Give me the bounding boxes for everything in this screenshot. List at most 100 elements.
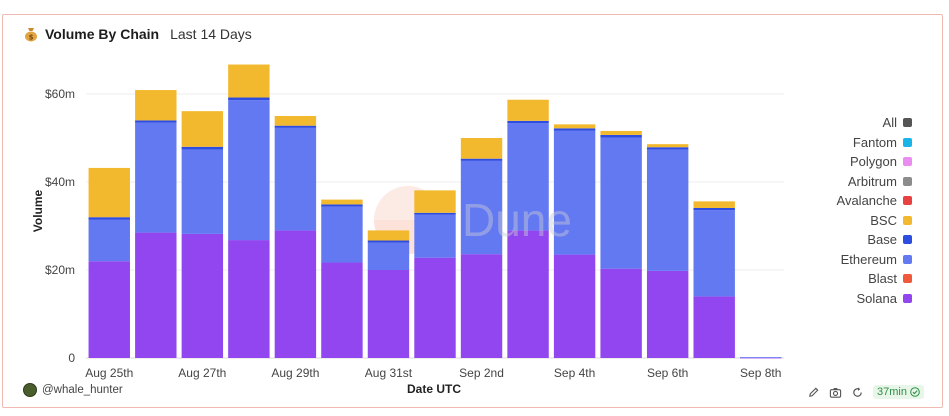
- bar-segment-bsc[interactable]: [460, 138, 503, 159]
- bar-segment-ethereum[interactable]: [740, 357, 782, 358]
- legend-item-ethereum[interactable]: Ethereum: [837, 250, 912, 270]
- legend-swatch: [903, 176, 912, 186]
- bar-segment-base[interactable]: [274, 125, 317, 128]
- bar-segment-ethereum[interactable]: [507, 123, 549, 231]
- bar-segment-bsc[interactable]: [88, 167, 130, 218]
- bar-stack[interactable]: [460, 138, 503, 358]
- bar-stack[interactable]: [181, 111, 224, 358]
- bar-segment-base[interactable]: [367, 240, 410, 243]
- bar-segment-ethereum[interactable]: [88, 219, 130, 262]
- bar-segment-bsc[interactable]: [693, 201, 735, 208]
- legend-label: Blast: [868, 271, 897, 287]
- legend-swatch: [903, 215, 912, 225]
- bar-segment-ethereum[interactable]: [228, 100, 270, 241]
- bar-segment-base[interactable]: [181, 146, 224, 150]
- legend-swatch: [903, 293, 912, 303]
- bar-segment-solana[interactable]: [553, 254, 596, 358]
- bar-stack[interactable]: [740, 357, 782, 359]
- bar-stack[interactable]: [228, 64, 270, 358]
- bar-segment-bsc[interactable]: [135, 90, 177, 121]
- bar-segment-solana[interactable]: [321, 262, 363, 358]
- legend-item-blast[interactable]: Blast: [837, 269, 912, 289]
- bar-segment-solana[interactable]: [181, 233, 224, 358]
- legend-item-bsc[interactable]: BSC: [837, 211, 912, 231]
- bar-segment-base[interactable]: [135, 120, 177, 123]
- bar-segment-solana[interactable]: [646, 270, 689, 358]
- bar-segment-base[interactable]: [321, 204, 363, 207]
- bar-segment-base[interactable]: [646, 147, 689, 150]
- bar-segment-solana[interactable]: [507, 230, 549, 358]
- bar-segment-bsc[interactable]: [414, 190, 456, 213]
- legend-item-base[interactable]: Base: [837, 230, 912, 250]
- bar-stack[interactable]: [553, 124, 596, 358]
- bar-segment-solana[interactable]: [414, 257, 456, 358]
- bar-stack[interactable]: [367, 230, 410, 358]
- bar-segment-ethereum[interactable]: [321, 206, 363, 263]
- bar-segment-solana[interactable]: [693, 296, 735, 358]
- bar-segment-ethereum[interactable]: [460, 160, 503, 255]
- bar-segment-ethereum[interactable]: [553, 130, 596, 255]
- bar-segment-bsc[interactable]: [600, 130, 642, 135]
- legend-item-all[interactable]: All: [837, 113, 912, 133]
- refresh-status-badge[interactable]: 37min: [873, 385, 924, 399]
- legend-label: Arbitrum: [847, 173, 897, 189]
- bar-stack[interactable]: [414, 190, 456, 358]
- bar-stack[interactable]: [135, 90, 177, 358]
- bar-segment-base[interactable]: [507, 120, 549, 124]
- author-badge[interactable]: @whale_hunter: [23, 383, 123, 397]
- bar-segment-solana[interactable]: [367, 270, 410, 358]
- bar-stack[interactable]: [274, 116, 317, 358]
- bar-segment-base[interactable]: [553, 128, 596, 131]
- bar-segment-solana[interactable]: [135, 232, 177, 358]
- bar-stack[interactable]: [507, 99, 549, 358]
- x-tick-label: Aug 29th: [271, 366, 319, 380]
- bar-stack[interactable]: [646, 144, 689, 358]
- legend-item-polygon[interactable]: Polygon: [837, 152, 912, 172]
- camera-icon[interactable]: [829, 386, 842, 399]
- bar-segment-bsc[interactable]: [507, 99, 549, 121]
- bar-segment-ethereum[interactable]: [274, 127, 317, 231]
- bar-segment-bsc[interactable]: [553, 124, 596, 129]
- bar-segment-solana[interactable]: [88, 261, 130, 358]
- bar-segment-solana[interactable]: [600, 268, 642, 358]
- edit-icon[interactable]: [807, 386, 820, 399]
- x-tick-label: Aug 27th: [178, 366, 226, 380]
- bar-segment-bsc[interactable]: [367, 230, 410, 241]
- bar-segment-ethereum[interactable]: [181, 149, 224, 234]
- bar-segment-ethereum[interactable]: [600, 137, 642, 269]
- y-axis-label: Volume: [31, 189, 45, 232]
- bar-stack[interactable]: [88, 167, 130, 358]
- legend-item-solana[interactable]: Solana: [837, 289, 912, 309]
- bar-segment-bsc[interactable]: [274, 116, 317, 126]
- avatar: [23, 383, 37, 397]
- bar-segment-base[interactable]: [693, 207, 735, 211]
- bar-segment-ethereum[interactable]: [646, 149, 689, 271]
- bar-segment-bsc[interactable]: [646, 144, 689, 148]
- legend-item-avalanche[interactable]: Avalanche: [837, 191, 912, 211]
- refresh-time: 37min: [877, 386, 907, 398]
- x-tick-label: Sep 8th: [740, 366, 781, 380]
- bar-stack[interactable]: [600, 130, 642, 358]
- bar-segment-ethereum[interactable]: [367, 242, 410, 270]
- bar-segment-ethereum[interactable]: [414, 214, 456, 258]
- bar-segment-base[interactable]: [600, 134, 642, 138]
- bar-segment-solana[interactable]: [228, 240, 270, 358]
- bar-segment-bsc[interactable]: [181, 111, 224, 147]
- bar-segment-solana[interactable]: [740, 357, 782, 359]
- legend-item-arbitrum[interactable]: Arbitrum: [837, 172, 912, 192]
- bar-segment-base[interactable]: [228, 97, 270, 101]
- bar-segment-base[interactable]: [460, 158, 503, 161]
- bar-segment-ethereum[interactable]: [693, 210, 735, 297]
- bar-segment-ethereum[interactable]: [135, 122, 177, 233]
- bar-segment-base[interactable]: [414, 212, 456, 215]
- bar-stack[interactable]: [321, 199, 363, 358]
- legend-item-fantom[interactable]: Fantom: [837, 133, 912, 153]
- bar-segment-solana[interactable]: [460, 254, 503, 358]
- bar-segment-solana[interactable]: [274, 230, 317, 358]
- bar-stack[interactable]: [693, 201, 735, 358]
- bar-segment-bsc[interactable]: [321, 199, 363, 205]
- bar-segment-bsc[interactable]: [228, 64, 270, 98]
- bar-segment-base[interactable]: [88, 217, 130, 220]
- refresh-icon[interactable]: [851, 386, 864, 399]
- legend-swatch: [903, 274, 912, 284]
